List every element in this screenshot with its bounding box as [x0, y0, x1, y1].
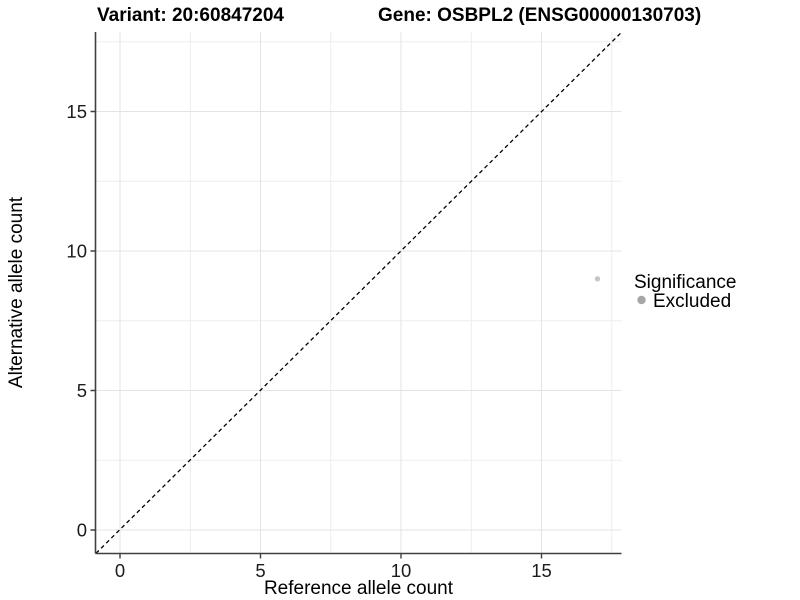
x-tick-labels: 0 5 10 15	[115, 560, 552, 581]
x-tick-label-10: 10	[391, 560, 412, 581]
y-tick-labels: 0 5 10 15	[66, 101, 87, 541]
tick-marks	[90, 110, 543, 559]
identity-line	[95, 31, 622, 554]
x-tick-label-0: 0	[115, 560, 125, 581]
legend: Significance Excluded	[634, 272, 736, 312]
y-tick-label-5: 5	[77, 380, 87, 401]
y-tick-label-10: 10	[66, 241, 87, 262]
x-tick-label-5: 5	[255, 560, 265, 581]
legend-key-dot-icon	[637, 295, 646, 305]
grid-minor-lines	[95, 32, 622, 554]
y-axis-label: Alternative allele count	[6, 196, 27, 388]
axes	[90, 32, 622, 559]
data-point	[594, 276, 601, 282]
x-axis-label: Reference allele count	[264, 578, 454, 599]
y-tick-label-15: 15	[66, 101, 87, 122]
legend-title: Significance	[634, 272, 736, 293]
axis-lines	[94, 32, 622, 555]
legend-item-label: Excluded	[653, 291, 731, 312]
legend-item-excluded: Excluded	[637, 291, 731, 312]
x-tick-label-15: 15	[531, 560, 552, 581]
panel-grid	[95, 32, 622, 554]
gene-title: Gene: OSBPL2 (ENSG00000130703)	[378, 5, 701, 26]
grid-major-lines	[95, 32, 622, 554]
variant-title: Variant: 20:60847204	[97, 5, 284, 26]
y-tick-label-0: 0	[77, 520, 87, 541]
